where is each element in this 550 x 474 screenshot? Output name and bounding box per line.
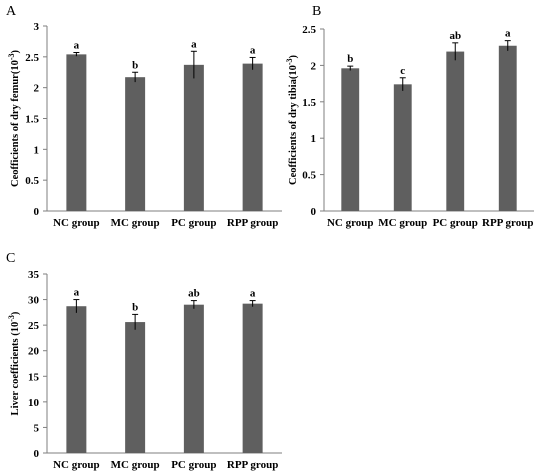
panel-c-category-label: PC group xyxy=(171,459,216,471)
panel-c-y-label: Liver coefficients (10-3) xyxy=(7,311,21,415)
panel-c-y-tick-label: 10 xyxy=(28,397,40,409)
panel-c-y-tick-label: 5 xyxy=(34,422,40,434)
panel-c-significance-label: b xyxy=(132,301,138,313)
panel-a-y-tick-label: 2.5 xyxy=(25,52,39,64)
panel-b-category-label: NC group xyxy=(327,217,374,229)
panel-b-significance-label: c xyxy=(400,65,405,77)
panel-c-y-tick-label: 20 xyxy=(28,346,40,358)
panel-a-category-label: NC group xyxy=(53,217,100,229)
panel-c-y-tick-label: 25 xyxy=(28,320,40,332)
panel-b-y-tick-label: 0 xyxy=(311,206,317,218)
panel-a-significance-label: b xyxy=(132,59,138,71)
panel-a-category-label: RPP group xyxy=(227,217,278,229)
panel-a-y-tick-label: 1.5 xyxy=(25,114,39,126)
panel-a-y-label: Ceofficients of dry femur(10-3) xyxy=(7,49,21,187)
panel-c-bar xyxy=(242,303,263,453)
panel-b-bar xyxy=(341,68,360,211)
panel-b-significance-label: a xyxy=(505,28,511,40)
panel-c-significance-label: a xyxy=(74,287,80,299)
panel-a-category-label: MC group xyxy=(111,217,160,229)
panel-a-bar xyxy=(125,77,146,211)
panel-b-bar xyxy=(498,45,517,211)
panel-a-y-tick-label: 0.5 xyxy=(25,175,39,187)
panel-a-significance-label: a xyxy=(191,38,197,50)
panel-b-y-tick-label: 1 xyxy=(311,133,317,145)
panel-b-bar xyxy=(393,84,412,211)
panel-c-letter: C xyxy=(6,251,15,266)
panel-b-y-tick-label: 2.5 xyxy=(302,24,316,36)
panel-c-significance-label: a xyxy=(250,288,256,300)
panel-b-y-tick-label: 0.5 xyxy=(302,170,316,182)
panel-c-significance-label: ab xyxy=(188,288,200,300)
panel-c-bar xyxy=(66,306,87,453)
panel-c-category-label: MC group xyxy=(111,459,160,471)
panel-b-category-label: RPP group xyxy=(482,217,533,229)
panel-a-letter: A xyxy=(6,4,17,19)
panel-c-y-tick-label: 15 xyxy=(28,371,40,383)
panel-b-letter: B xyxy=(312,4,321,19)
panel-b-y-tick-label: 2 xyxy=(311,60,317,72)
panel-a-y-tick-label: 0 xyxy=(34,206,40,218)
panel-a-y-tick-label: 3 xyxy=(34,21,40,33)
panel-b-category-label: MC group xyxy=(378,217,427,229)
panel-c-category-label: RPP group xyxy=(227,459,278,471)
panel-a-significance-label: a xyxy=(74,40,80,52)
panel-b-y-tick-label: 1.5 xyxy=(302,97,316,109)
panel-a-category-label: PC group xyxy=(171,217,216,229)
panel-c-y-tick-label: 30 xyxy=(28,295,40,307)
panel-a-bar xyxy=(183,64,204,211)
panel-b-significance-label: b xyxy=(347,53,353,65)
panel-a-significance-label: a xyxy=(250,44,256,56)
panel-b-significance-label: ab xyxy=(449,30,461,42)
panel-c-y-tick-label: 0 xyxy=(34,448,40,460)
panel-c-bar xyxy=(183,304,204,453)
panel-a-bar xyxy=(242,63,263,211)
panel-a-y-tick-label: 2 xyxy=(34,83,40,95)
panel-b-y-label: Ceofficients of dry tibia(10-3) xyxy=(285,54,299,185)
panel-c-bar xyxy=(125,322,146,453)
panel-a-bar xyxy=(66,54,87,211)
panel-c-y-tick-label: 35 xyxy=(28,269,40,281)
panel-a-y-tick-label: 1 xyxy=(34,144,40,156)
panel-b-category-label: PC group xyxy=(433,217,478,229)
panel-c-category-label: NC group xyxy=(53,459,100,471)
panel-b-bar xyxy=(446,51,465,212)
